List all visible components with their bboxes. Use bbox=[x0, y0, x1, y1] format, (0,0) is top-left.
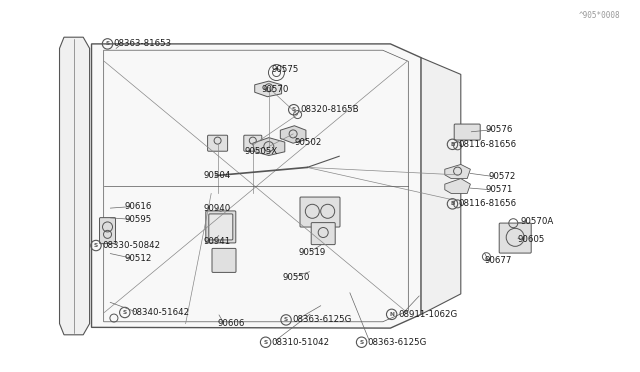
Text: 90575: 90575 bbox=[272, 65, 300, 74]
Text: 90677: 90677 bbox=[484, 256, 512, 265]
Text: 90576: 90576 bbox=[485, 125, 513, 134]
Text: S: S bbox=[360, 340, 364, 345]
Polygon shape bbox=[60, 37, 90, 335]
FancyBboxPatch shape bbox=[209, 214, 233, 240]
Polygon shape bbox=[253, 138, 285, 155]
Text: 08340-51642: 08340-51642 bbox=[131, 308, 189, 317]
Polygon shape bbox=[92, 44, 421, 328]
Text: 90570: 90570 bbox=[261, 85, 289, 94]
Text: N: N bbox=[389, 312, 394, 317]
Text: S: S bbox=[284, 317, 288, 323]
FancyBboxPatch shape bbox=[206, 211, 236, 243]
Text: 90550: 90550 bbox=[283, 273, 310, 282]
Text: B: B bbox=[451, 201, 454, 206]
Text: 90595: 90595 bbox=[125, 215, 152, 224]
Text: 90504: 90504 bbox=[204, 171, 231, 180]
Text: 08911-1062G: 08911-1062G bbox=[398, 310, 457, 319]
Text: 90606: 90606 bbox=[218, 319, 245, 328]
FancyBboxPatch shape bbox=[207, 135, 228, 151]
FancyBboxPatch shape bbox=[499, 223, 531, 253]
Polygon shape bbox=[280, 126, 306, 143]
Text: 90505X: 90505X bbox=[244, 147, 278, 155]
Text: 90512: 90512 bbox=[125, 254, 152, 263]
Text: 90571: 90571 bbox=[485, 185, 513, 194]
FancyBboxPatch shape bbox=[100, 218, 116, 244]
Text: 08363-6125G: 08363-6125G bbox=[368, 338, 427, 347]
Polygon shape bbox=[445, 179, 470, 193]
Text: S: S bbox=[106, 41, 109, 46]
Text: 90570A: 90570A bbox=[520, 217, 554, 226]
Text: 08330-50842: 08330-50842 bbox=[102, 241, 161, 250]
Text: 08116-81656: 08116-81656 bbox=[459, 140, 517, 149]
Text: 08310-51042: 08310-51042 bbox=[272, 338, 330, 347]
Polygon shape bbox=[421, 58, 461, 314]
Text: 90616: 90616 bbox=[125, 202, 152, 211]
Polygon shape bbox=[445, 164, 470, 179]
FancyBboxPatch shape bbox=[212, 248, 236, 272]
FancyBboxPatch shape bbox=[454, 124, 480, 140]
Polygon shape bbox=[255, 81, 282, 97]
Text: ^905*0008: ^905*0008 bbox=[579, 11, 621, 20]
Text: 90940: 90940 bbox=[204, 204, 231, 213]
Text: 08320-8165B: 08320-8165B bbox=[300, 105, 358, 114]
Text: 90605: 90605 bbox=[517, 235, 545, 244]
Text: 90572: 90572 bbox=[488, 172, 516, 181]
Text: S: S bbox=[123, 310, 127, 315]
Text: 90519: 90519 bbox=[298, 248, 326, 257]
Text: 08363-6125G: 08363-6125G bbox=[292, 315, 351, 324]
Text: 90502: 90502 bbox=[294, 138, 322, 147]
Text: 08116-81656: 08116-81656 bbox=[459, 199, 517, 208]
Text: S: S bbox=[264, 340, 268, 345]
Text: S: S bbox=[292, 107, 296, 112]
FancyBboxPatch shape bbox=[244, 135, 262, 151]
FancyBboxPatch shape bbox=[311, 222, 335, 245]
FancyBboxPatch shape bbox=[300, 197, 340, 227]
Text: S: S bbox=[94, 243, 98, 248]
Text: B: B bbox=[451, 142, 454, 147]
Text: 90941: 90941 bbox=[204, 237, 231, 246]
Text: 08363-81653: 08363-81653 bbox=[114, 39, 172, 48]
